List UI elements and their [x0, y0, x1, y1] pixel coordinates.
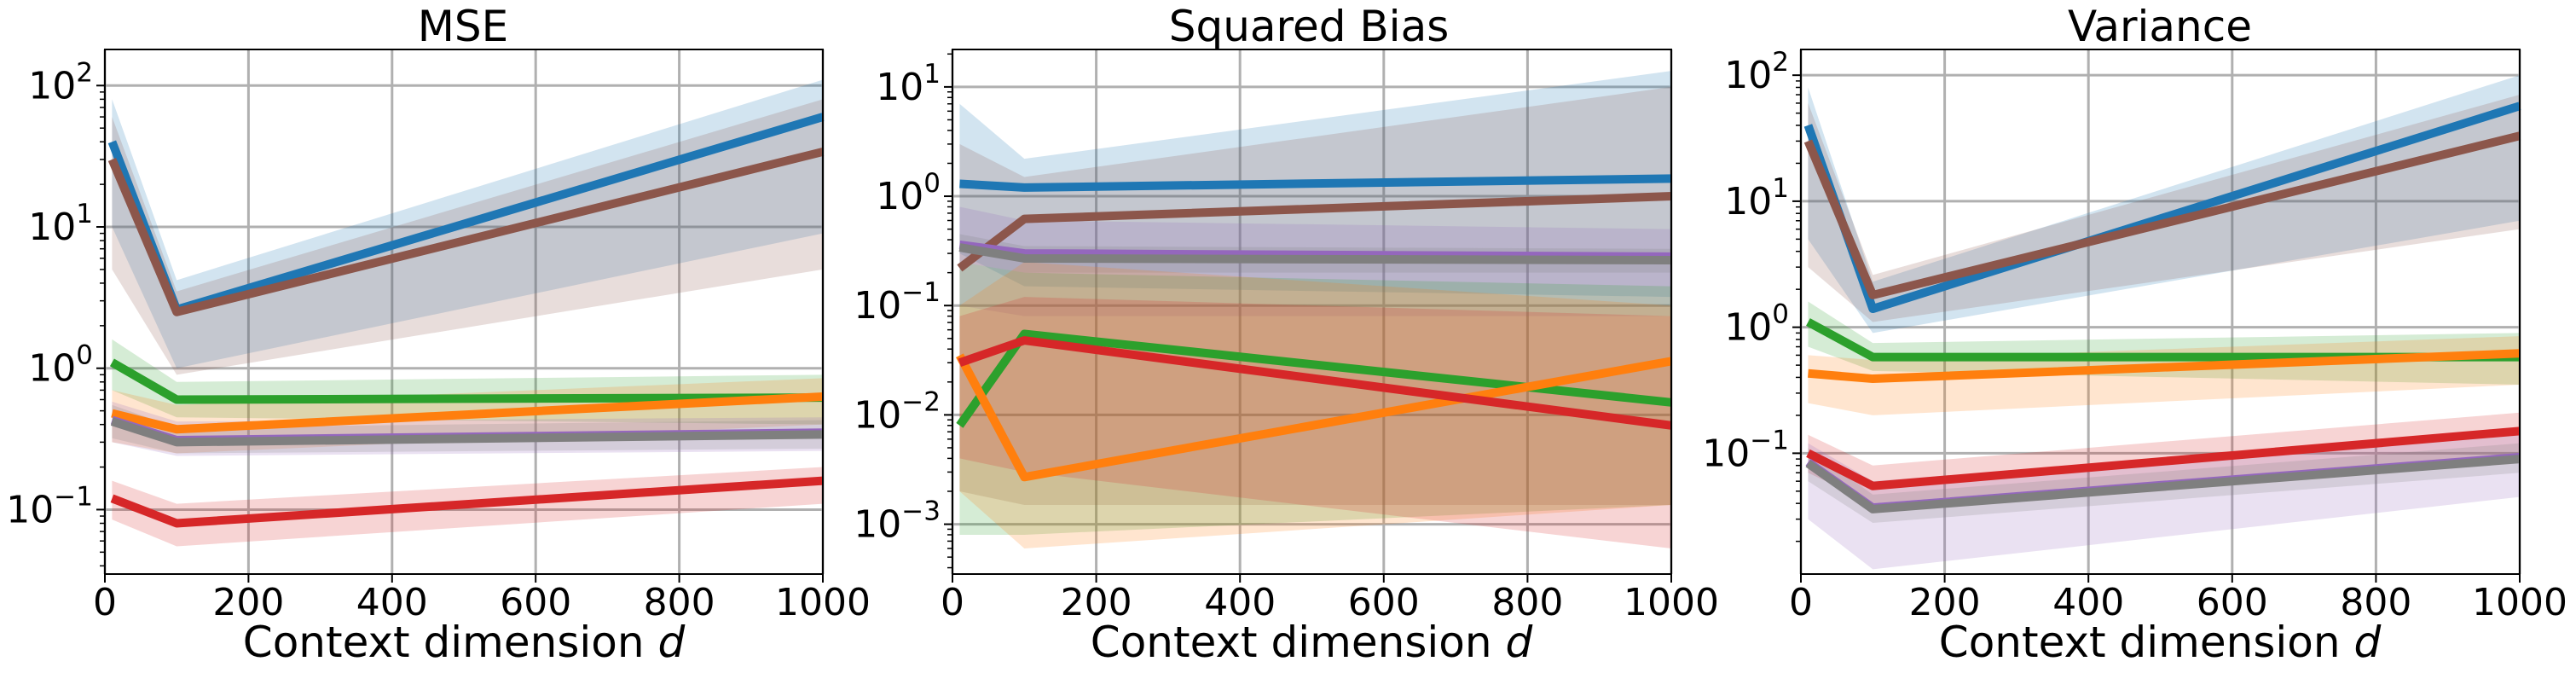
squared-bias-orange-band [959, 262, 1671, 548]
variance-bands [1808, 75, 2520, 570]
variance-green-line [1806, 318, 2520, 362]
mse-gray-line [110, 417, 824, 447]
variance-frame [1800, 49, 2521, 575]
mse-lines [107, 113, 825, 528]
squared-bias-lines [956, 174, 1672, 482]
mse-x-tick-label: 800 [644, 581, 715, 624]
squared-bias-bands [959, 71, 1671, 548]
squared-bias-gray-line [958, 243, 1672, 265]
squared-bias-green-band [959, 262, 1671, 535]
squared-bias-x-tick-label: 0 [941, 581, 964, 624]
mse-orange-line [111, 392, 824, 434]
variance-gray-line [1805, 455, 2521, 513]
variance-y-tick-label: 100 [1724, 299, 1789, 350]
squared-bias-x-tick-label: 800 [1491, 581, 1563, 624]
variance-x-tick-label: 1000 [2472, 581, 2567, 624]
variance-ticks: 0 200 400 600 800 1000 10−1 100 101 102 [1702, 47, 2567, 624]
mse-x-axis-label: Context dimension d [243, 618, 686, 667]
mse-x-tick-label: 0 [93, 581, 117, 624]
variance-title: Variance [2068, 2, 2252, 51]
squared-bias-x-tick-label: 400 [1204, 581, 1276, 624]
variance-red-line [1806, 426, 2521, 490]
mse-y-tick-label: 10−1 [6, 481, 93, 531]
squared-bias-y-tick-label: 100 [876, 168, 941, 218]
squared-bias-x-tick-label: 600 [1348, 581, 1420, 624]
variance-y-tick-label: 101 [1724, 173, 1789, 223]
mse-red-line [110, 476, 824, 528]
variance-purple-band [1808, 431, 2520, 570]
variance-y-tick-label: 10−1 [1702, 425, 1789, 475]
squared-bias-red-line [958, 336, 1672, 430]
variance-brown-line [1803, 131, 2521, 299]
squared-bias-y-tick-label: 101 [876, 59, 941, 109]
mse-brown-line [107, 148, 825, 316]
mse-y-tick-label: 102 [28, 57, 93, 107]
mse-panel: MSE 0 200 400 600 800 1000 10−1 100 101 102 Conte… [6, 2, 871, 667]
variance-orange-line [1808, 349, 2521, 384]
squared-bias-panel: Squared Bias 0 200 400 600 800 1000 10−3 10−2 10… [854, 2, 1719, 667]
mse-x-tick-label: 600 [500, 581, 571, 624]
mse-x-tick-label: 400 [356, 581, 428, 624]
mse-title: MSE [418, 2, 508, 51]
variance-x-tick-label: 800 [2340, 581, 2411, 624]
mse-x-tick-label: 1000 [775, 581, 871, 624]
squared-bias-x-tick-label: 200 [1061, 581, 1132, 624]
squared-bias-blue-line [959, 174, 1672, 192]
mse-ticks: 0 200 400 600 800 1000 10−1 100 101 102 [6, 57, 871, 624]
variance-panel: Variance 0 200 400 600 800 100010−1100101102 … [1702, 2, 2567, 667]
variance-x-tick-label: 200 [1909, 581, 1981, 624]
squared-bias-ticks: 0 200 400 600 800 1000 10−3 10−2 10−1 100 101 [854, 53, 1719, 624]
variance-x-tick-label: 600 [2197, 581, 2268, 624]
mse-green-line [109, 358, 824, 404]
mse-frame [104, 49, 824, 575]
squared-bias-y-tick-label: 10−1 [854, 277, 941, 328]
squared-bias-x-tick-label: 1000 [1624, 581, 1719, 624]
mse-y-tick-label: 100 [28, 340, 93, 391]
variance-x-axis-label: Context dimension d [1939, 618, 2382, 667]
squared-bias-y-tick-label: 10−3 [854, 496, 941, 547]
variance-x-tick-label: 0 [1789, 581, 1813, 624]
variance-x-tick-label: 400 [2052, 581, 2124, 624]
squared-bias-title: Squared Bias [1169, 2, 1450, 51]
squared-bias-frame [952, 49, 1672, 575]
variance-y-tick-label: 102 [1724, 47, 1789, 97]
mse-y-tick-label: 101 [28, 199, 93, 249]
mse-x-tick-label: 200 [212, 581, 284, 624]
variance-lines [1803, 102, 2521, 513]
squared-bias-x-axis-label: Context dimension d [1091, 618, 1533, 667]
squared-bias-y-tick-label: 10−2 [854, 386, 941, 437]
